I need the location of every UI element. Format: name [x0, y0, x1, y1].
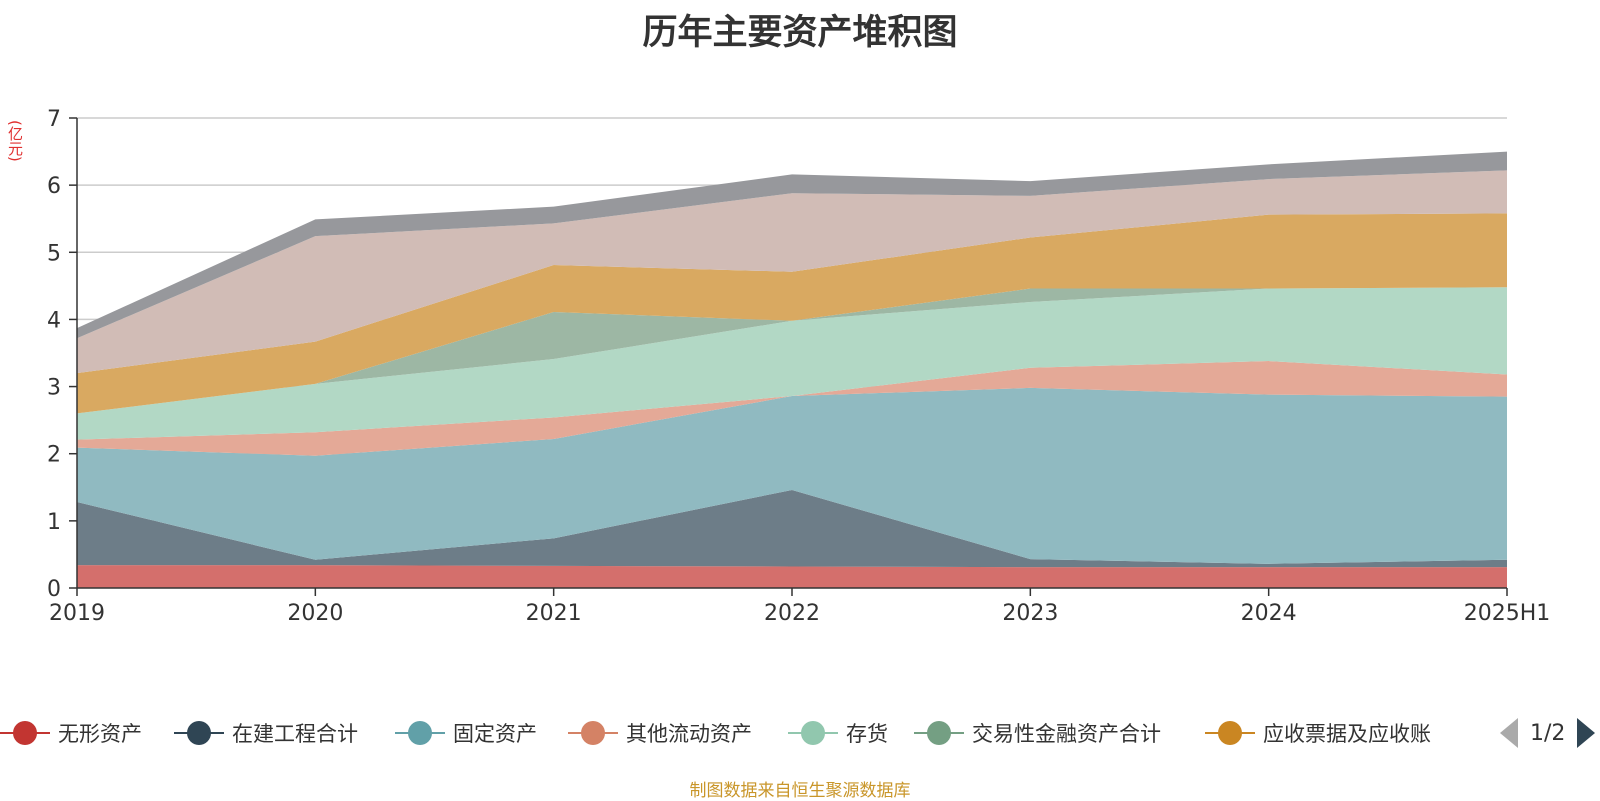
y-tick-label: 7: [47, 107, 61, 132]
legend-dot: [927, 721, 951, 745]
area-series: [77, 151, 1507, 588]
y-tick-label: 0: [47, 577, 61, 602]
legend-dot: [408, 721, 432, 745]
area-series-2: [77, 489, 1507, 568]
y-tick-label: 5: [47, 241, 61, 266]
legend-pager: 1/2: [1500, 718, 1596, 748]
legend-marker-icon: [788, 716, 838, 750]
area-series-3: [77, 387, 1507, 564]
legend-dot: [1218, 721, 1242, 745]
legend-label: 其他流动资产: [626, 722, 752, 746]
legend-item[interactable]: 其他流动资产: [568, 716, 752, 750]
legend-label: 在建工程合计: [232, 722, 358, 746]
y-tick-label: 1: [47, 510, 61, 535]
legend-label: 固定资产: [453, 722, 537, 746]
legend-marker-icon: [395, 716, 445, 750]
x-tick-label: 2023: [1002, 601, 1058, 626]
legend-dot: [801, 721, 825, 745]
legend-item[interactable]: 存货: [788, 716, 888, 750]
legend: 无形资产 在建工程合计 固定资产 其他流动资产 存货 交易性金融资产合计 应收票据及应收账: [0, 716, 1600, 750]
legend-dot: [581, 721, 605, 745]
legend-label: 交易性金融资产合计: [972, 722, 1161, 746]
x-tick-label: 2024: [1241, 601, 1297, 626]
legend-marker-icon: [0, 716, 50, 750]
legend-marker-icon: [914, 716, 964, 750]
legend-item[interactable]: 应收票据及应收账: [1205, 716, 1431, 750]
legend-dot: [13, 721, 37, 745]
legend-item[interactable]: 无形资产: [0, 716, 142, 750]
legend-label: 应收票据及应收账: [1263, 722, 1431, 746]
stacked-area-chart: 0 1 2 3 4 5 6 7 2019 2020 2021 2022 2023 2024 2025H1: [47, 107, 1550, 626]
chart-title: 历年主要资产堆积图: [642, 13, 958, 53]
triangle-right-icon[interactable]: [1577, 718, 1596, 748]
x-tick-label: 2019: [49, 601, 105, 626]
legend-item[interactable]: 固定资产: [395, 716, 537, 750]
x-tick-label: 2021: [526, 601, 582, 626]
x-tick-label: 2020: [287, 601, 343, 626]
area-series-7: [77, 213, 1507, 414]
y-axis-unit-label: (亿元): [6, 120, 24, 162]
y-tick-label: 3: [47, 376, 61, 401]
axes: 0 1 2 3 4 5 6 7 2019 2020 2021 2022 2023 2024 2025H1: [47, 107, 1550, 626]
legend-marker-icon: [174, 716, 224, 750]
x-tick-label: 2022: [764, 601, 820, 626]
legend-label: 无形资产: [58, 722, 142, 746]
area-series-4: [77, 361, 1507, 456]
legend-label: 存货: [846, 722, 888, 746]
legend-marker-icon: [568, 716, 618, 750]
x-tick-label: 2025H1: [1464, 601, 1551, 626]
area-series-5: [77, 287, 1507, 440]
data-source-note: 制图数据来自恒生聚源数据库: [689, 781, 911, 801]
legend-marker-icon: [1205, 716, 1255, 750]
legend-item[interactable]: 交易性金融资产合计: [914, 716, 1161, 750]
y-tick-label: 6: [47, 174, 61, 199]
y-tick-label: 2: [47, 443, 61, 468]
legend-item[interactable]: 在建工程合计: [174, 716, 358, 750]
area-series-1: [77, 565, 1507, 588]
legend-page-indicator: 1/2: [1530, 720, 1566, 746]
area-series-9: [77, 151, 1507, 339]
legend-dot: [187, 721, 211, 745]
triangle-left-icon[interactable]: [1500, 718, 1518, 748]
area-series-8: [77, 170, 1507, 374]
y-tick-label: 4: [47, 308, 61, 333]
